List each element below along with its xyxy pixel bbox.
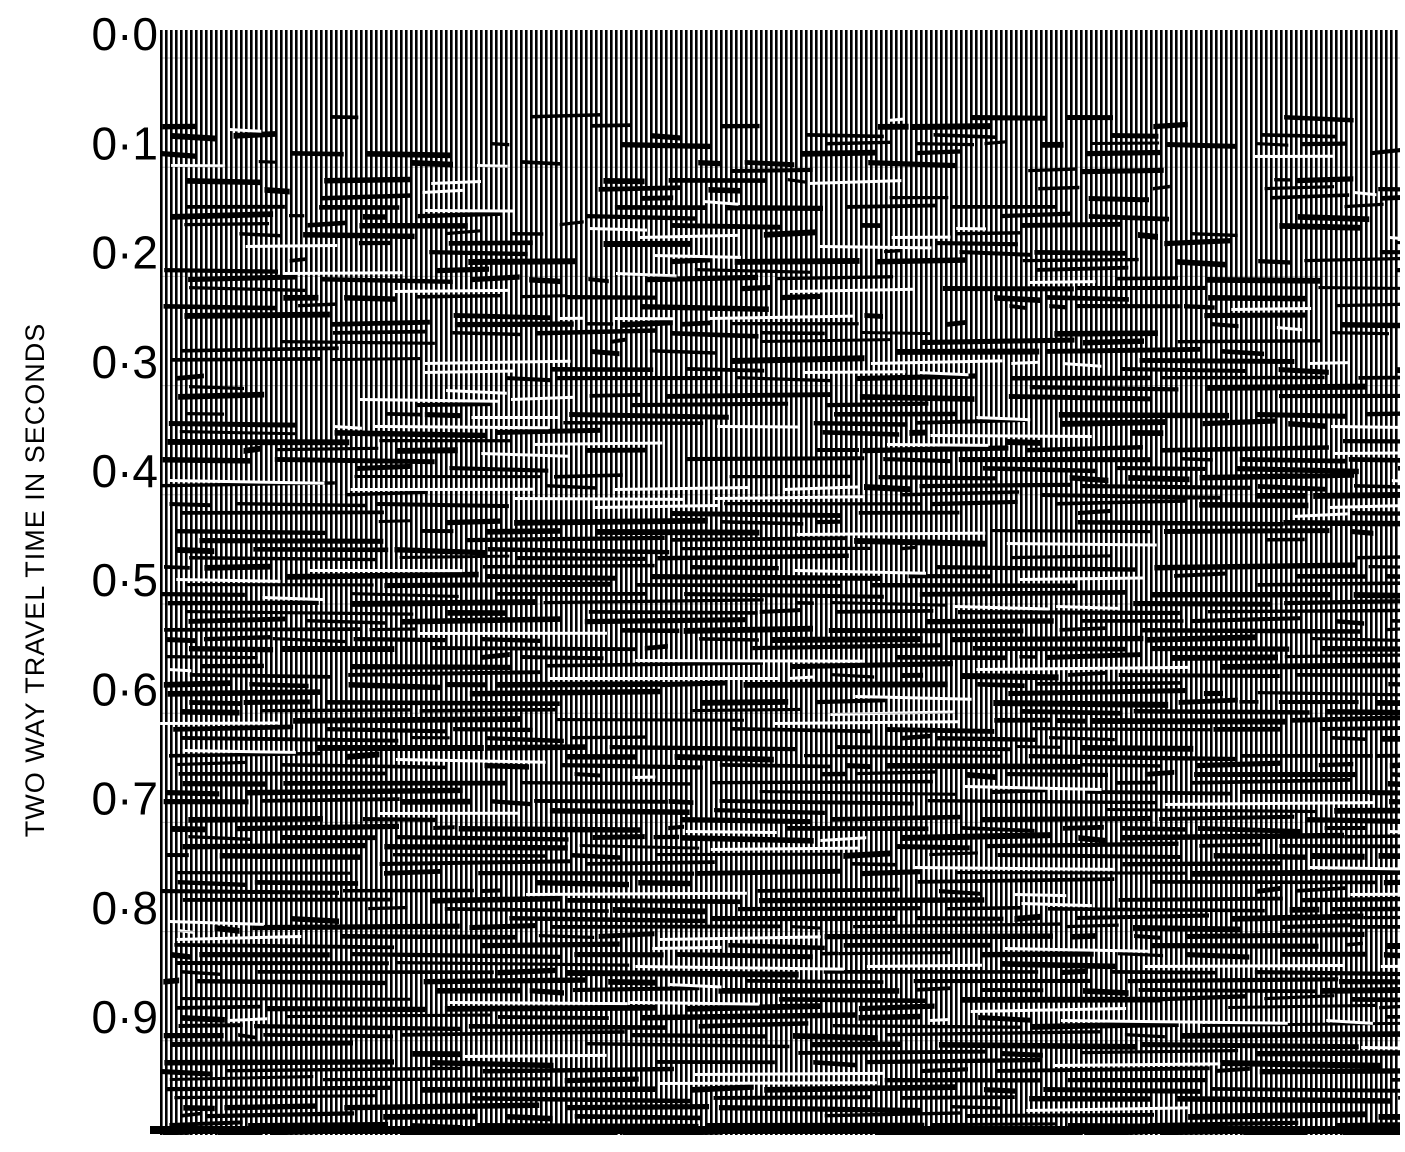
reflector-gaps xyxy=(160,117,1400,1112)
tick-label-background xyxy=(75,121,160,174)
y-tick-label: 0·4 xyxy=(92,445,158,497)
y-tick-label: 0·6 xyxy=(92,663,158,715)
y-tick-label: 0·1 xyxy=(92,117,158,169)
y-tick-label: 0·9 xyxy=(92,991,158,1043)
y-axis-label: TWO WAY TRAVEL TIME IN SECONDS xyxy=(20,323,50,838)
tick-label-background xyxy=(75,558,160,610)
tick-label-background xyxy=(75,667,160,720)
y-tick-label: 0·2 xyxy=(92,227,158,279)
y-tick-label: 0·5 xyxy=(92,554,158,606)
seismic-traces xyxy=(160,30,1400,1135)
tick-label-background xyxy=(75,885,160,938)
y-tick-label: 0·3 xyxy=(92,336,158,388)
tick-label-background xyxy=(75,448,160,501)
y-tick-label: 0·7 xyxy=(92,773,158,825)
tick-label-background xyxy=(75,230,160,283)
panel-bottom-edge xyxy=(150,1126,1400,1134)
y-tick-label: 0·0 xyxy=(92,8,158,60)
tick-label-background xyxy=(75,12,160,64)
y-tick-label: 0·8 xyxy=(92,882,158,934)
tick-label-background xyxy=(75,339,160,392)
tick-label-background xyxy=(75,776,160,829)
reflector-streaks xyxy=(160,113,1400,1135)
tick-label-background xyxy=(75,994,160,1047)
